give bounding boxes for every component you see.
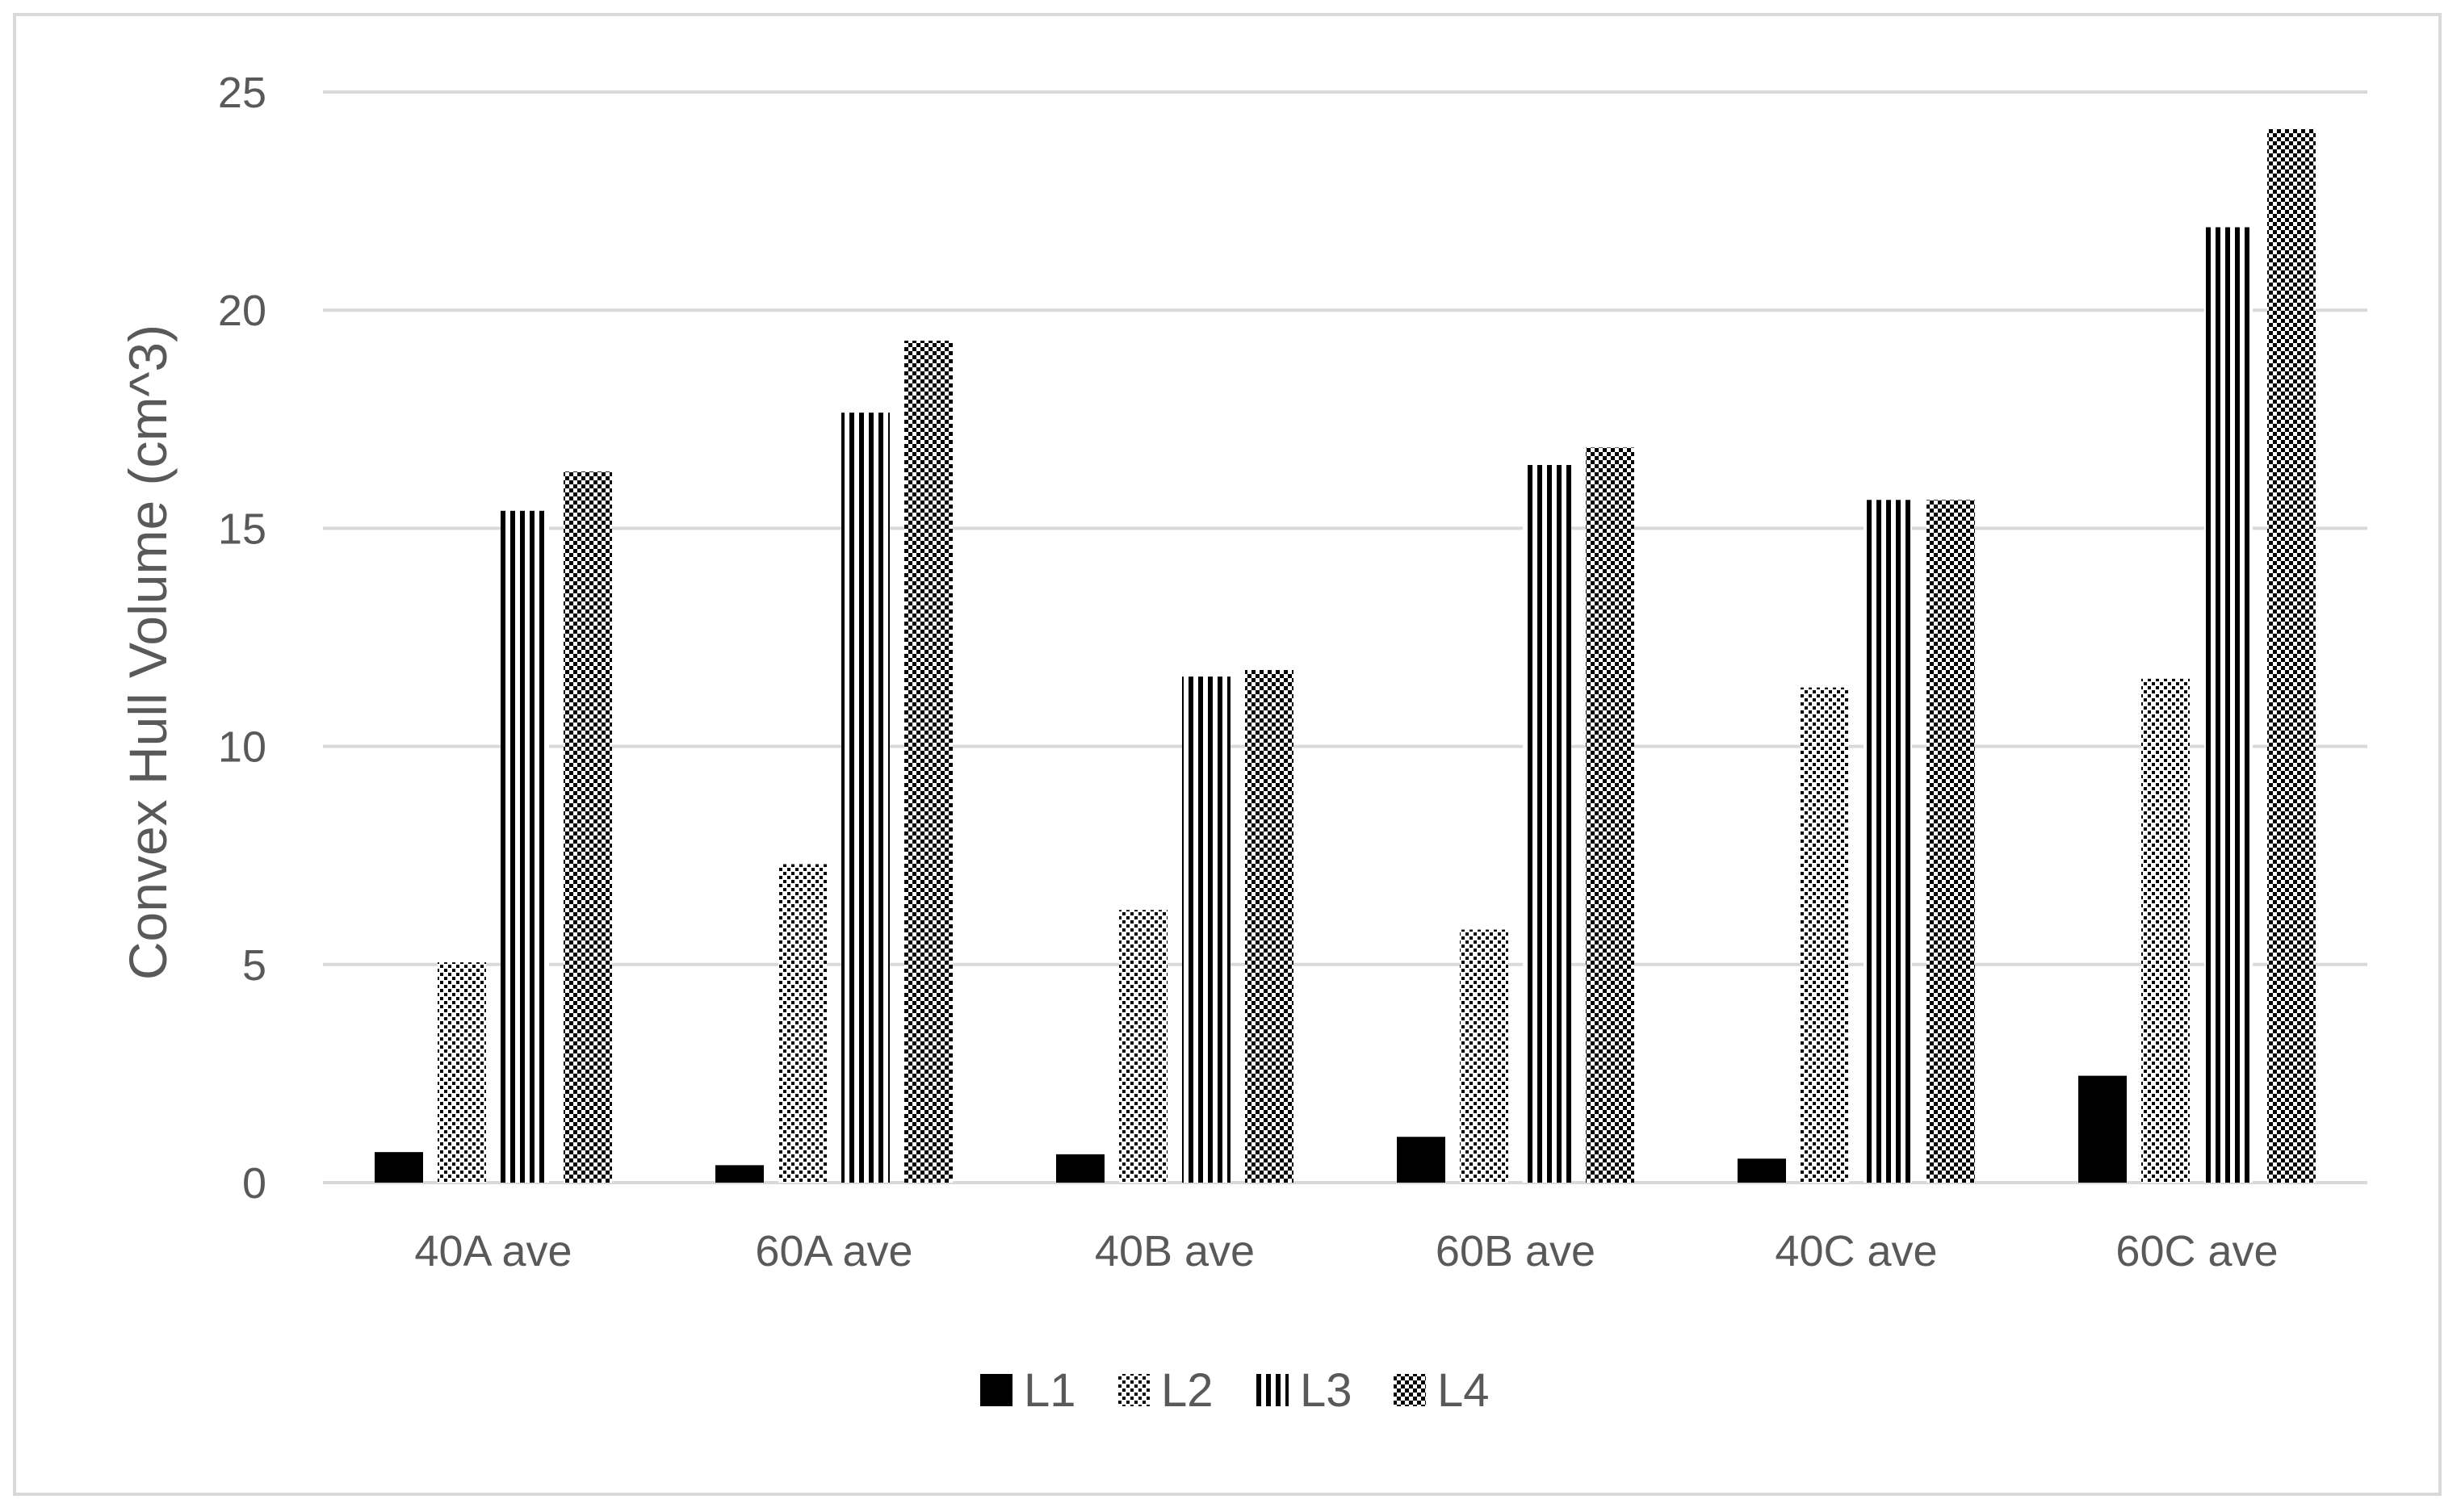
bars <box>375 128 2316 1183</box>
bar-l4-60c-ave <box>2267 128 2316 1183</box>
bar-l2-40b-ave <box>1119 910 1168 1183</box>
x-tick-label: 40A ave <box>414 1227 572 1275</box>
bar-l1-40c-ave <box>1738 1158 1786 1183</box>
x-tick-label: 60C ave <box>2115 1227 2278 1275</box>
bar-chart: 0 5 10 15 20 25 40A ave 60A ave 40B ave 60B ave 40… <box>118 69 2367 1417</box>
bar-l2-40c-ave <box>1801 687 1849 1183</box>
bar-l3-40c-ave <box>1864 500 1912 1183</box>
y-tick-label: 20 <box>218 287 266 335</box>
bar-l2-60c-ave <box>2141 678 2190 1183</box>
y-axis-title: Convex Hull Volume (cm^3) <box>118 325 178 980</box>
bar-l1-40b-ave <box>1056 1154 1105 1183</box>
bar-l1-40a-ave <box>375 1152 423 1183</box>
legend-swatch-l1 <box>980 1374 1012 1406</box>
bar-l3-40b-ave <box>1182 676 1230 1183</box>
chart-frame: 0 5 10 15 20 25 40A ave 60A ave 40B ave 60B ave 40… <box>13 13 2442 1496</box>
y-tick-label: 5 <box>242 941 266 990</box>
bar-l3-60b-ave <box>1523 465 1571 1183</box>
bar-l4-60a-ave <box>904 341 953 1183</box>
y-tick-label: 15 <box>218 505 266 553</box>
bar-l2-60b-ave <box>1460 929 1508 1183</box>
bar-l4-40b-ave <box>1245 670 1293 1183</box>
bar-l1-60b-ave <box>1397 1137 1445 1183</box>
labels: 0 5 10 15 20 25 40A ave 60A ave 40B ave 60B ave 40… <box>218 69 2279 1275</box>
x-tick-label: 40C ave <box>1775 1227 1937 1275</box>
legend: L1 L2 L3 L4 <box>980 1364 1490 1417</box>
y-tick-label: 25 <box>218 69 266 117</box>
legend-swatch-l2 <box>1117 1374 1150 1406</box>
legend-label-l4: L4 <box>1437 1364 1490 1417</box>
bar-l4-40c-ave <box>1926 500 1975 1183</box>
legend-label-l3: L3 <box>1300 1364 1352 1417</box>
gridlines <box>323 90 2367 1184</box>
bar-l4-60b-ave <box>1586 447 1634 1183</box>
bar-l3-60c-ave <box>2204 227 2253 1183</box>
bar-l2-40a-ave <box>438 962 486 1183</box>
bar-l1-60c-ave <box>2078 1075 2127 1183</box>
bar-l1-60a-ave <box>715 1165 764 1183</box>
y-tick-label: 0 <box>242 1159 266 1208</box>
x-tick-label: 60B ave <box>1436 1227 1595 1275</box>
legend-swatch-l4 <box>1394 1374 1426 1406</box>
x-tick-label: 60A ave <box>755 1227 912 1275</box>
bar-l3-40a-ave <box>501 510 549 1183</box>
bar-l2-60a-ave <box>778 864 827 1183</box>
bar-l4-40a-ave <box>564 471 612 1183</box>
legend-label-l1: L1 <box>1024 1364 1076 1417</box>
x-tick-label: 40B ave <box>1095 1227 1255 1275</box>
legend-swatch-l3 <box>1256 1374 1289 1406</box>
bar-l3-60a-ave <box>841 413 890 1183</box>
y-tick-label: 10 <box>218 723 266 772</box>
legend-label-l2: L2 <box>1161 1364 1214 1417</box>
